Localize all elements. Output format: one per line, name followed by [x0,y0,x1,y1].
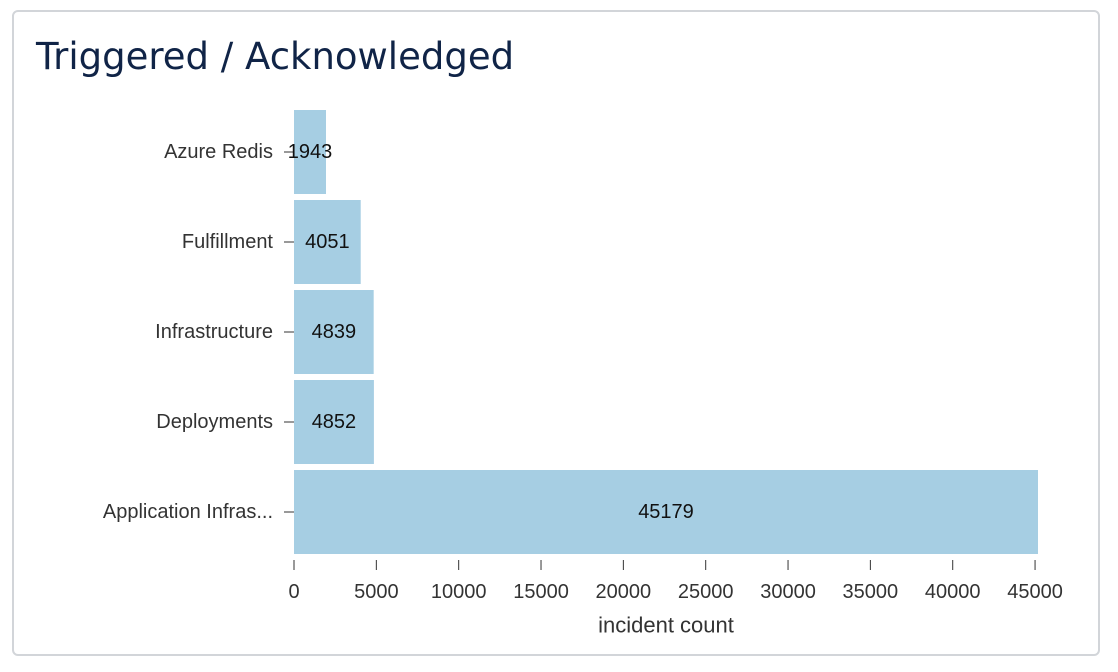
x-tick-label: 0 [288,581,299,603]
category-label: Azure Redis [164,141,273,163]
x-tick-label: 15000 [513,581,569,603]
x-tick-label: 10000 [431,581,487,603]
bar [294,470,1038,554]
x-tick-label: 25000 [678,581,734,603]
data-label: 4839 [312,321,357,343]
bar [294,200,361,284]
chart-title: Triggered / Acknowledged [36,35,515,78]
data-label: 1943 [288,141,333,163]
x-axis-title: incident count [598,613,734,638]
data-label: 4852 [312,411,357,433]
bar [294,380,374,464]
x-tick-label: 20000 [596,581,652,603]
category-label: Fulfillment [182,231,274,253]
data-label: 4051 [305,231,350,253]
x-tick-label: 35000 [843,581,899,603]
x-tick-label: 30000 [760,581,816,603]
category-label: Deployments [156,411,273,433]
bar [294,290,374,374]
category-label: Application Infras... [103,501,273,523]
category-label: Infrastructure [155,321,273,343]
x-tick-label: 5000 [354,581,399,603]
x-tick-label: 45000 [1007,581,1063,603]
x-tick-label: 40000 [925,581,981,603]
data-label: 45179 [638,501,694,523]
bar [294,110,326,194]
